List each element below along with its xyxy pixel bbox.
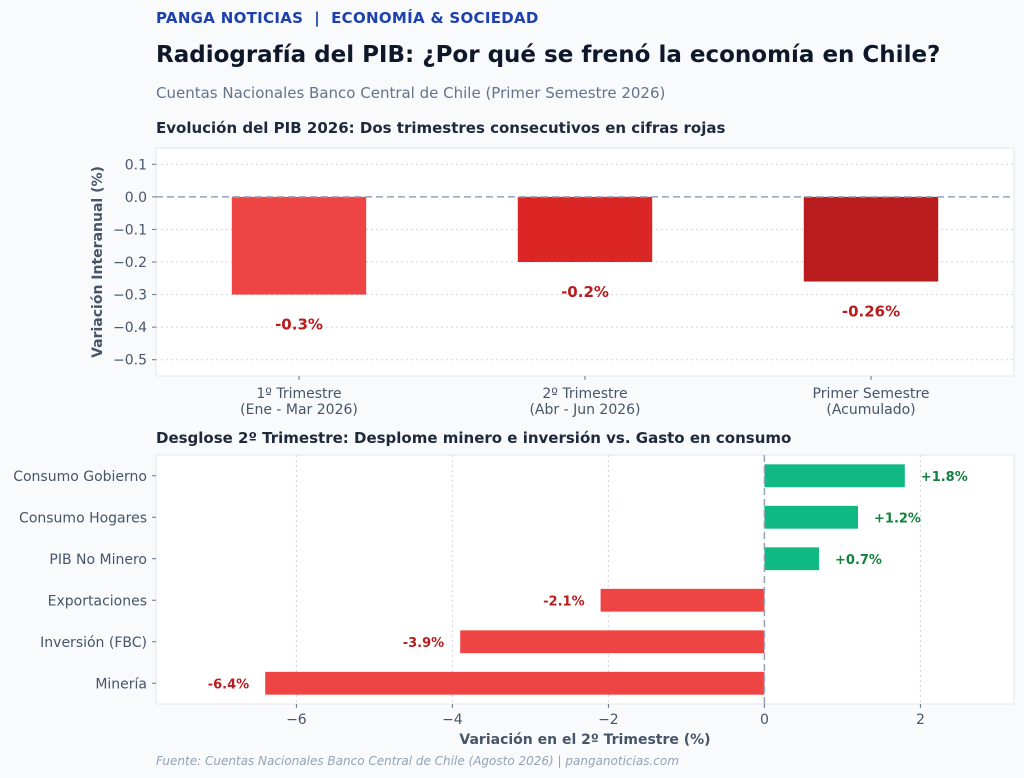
y-axis-label: Variación Interanual (%) [90, 166, 106, 358]
y-tick-label: −0.3 [113, 288, 147, 304]
data-label: -0.3% [275, 316, 323, 334]
page-subtitle: Cuentas Nacionales Banco Central de Chil… [156, 84, 666, 102]
y-tick-label: −0.5 [113, 353, 147, 369]
x-tick-label: 2 [916, 712, 925, 728]
x-tick-label: Primer Semestre [813, 386, 930, 402]
category-label: Inversión (FBC) [40, 635, 147, 651]
data-label: -6.4% [208, 677, 249, 692]
data-label: -0.26% [842, 303, 900, 321]
data-label: +1.2% [874, 511, 921, 526]
category-label: Exportaciones [48, 593, 147, 609]
y-tick-label: 0.1 [125, 157, 147, 173]
y-tick-label: −0.4 [113, 320, 147, 336]
chart-title-pib-evolution: Evolución del PIB 2026: Dos trimestres c… [156, 119, 726, 137]
data-label: +1.8% [921, 470, 968, 485]
x-tick-label: −4 [442, 712, 463, 728]
x-tick-label: 2º Trimestre [542, 386, 627, 402]
x-tick-sublabel: (Abr - Jun 2026) [529, 402, 640, 418]
bar [265, 671, 765, 695]
x-tick-sublabel: (Acumulado) [826, 402, 915, 418]
category-label: Minería [95, 676, 147, 692]
x-tick-label: −6 [286, 712, 307, 728]
bar [517, 196, 653, 262]
bar [460, 630, 765, 654]
data-label: +0.7% [835, 553, 882, 568]
kicker-label: PANGA NOTICIAS | ECONOMÍA & SOCIEDAD [156, 9, 539, 27]
chart-pib-evolution: 0.1 0.0 −0.1 −0.2 −0.3 −0.4 −0.5 -0.3% 1º Trimes… [90, 147, 1015, 418]
bar [764, 505, 858, 529]
chart-title-q2-breakdown: Desglose 2º Trimestre: Desplome minero e… [156, 429, 792, 447]
x-axis-label: Variación en el 2º Trimestre (%) [459, 732, 710, 748]
y-tick-label: 0.0 [125, 190, 147, 206]
category-label: Consumo Gobierno [13, 469, 147, 485]
bar [764, 464, 905, 488]
plot-area [155, 454, 1015, 705]
chart-q2-breakdown: −6 −4 −2 0 2 +1.8% Consumo Gobierno +1.2% Consum… [13, 454, 1015, 748]
data-label: -2.1% [543, 594, 584, 609]
category-label: Consumo Hogares [19, 510, 147, 526]
bar [803, 196, 939, 282]
bar [231, 196, 367, 295]
page-title: Radiografía del PIB: ¿Por qué se frenó l… [156, 42, 941, 68]
category-label: PIB No Minero [49, 552, 147, 568]
source-note: Fuente: Cuentas Nacionales Banco Central… [156, 754, 679, 768]
bar [600, 588, 765, 612]
y-tick-label: −0.2 [113, 255, 147, 271]
x-tick-label: −2 [598, 712, 619, 728]
x-tick-sublabel: (Ene - Mar 2026) [240, 402, 358, 418]
data-label: -0.2% [561, 283, 609, 301]
bar [764, 547, 819, 571]
y-tick-label: −0.1 [113, 222, 147, 238]
data-label: -3.9% [403, 636, 444, 651]
x-tick-label: 1º Trimestre [256, 386, 341, 402]
x-tick-label: 0 [760, 712, 769, 728]
